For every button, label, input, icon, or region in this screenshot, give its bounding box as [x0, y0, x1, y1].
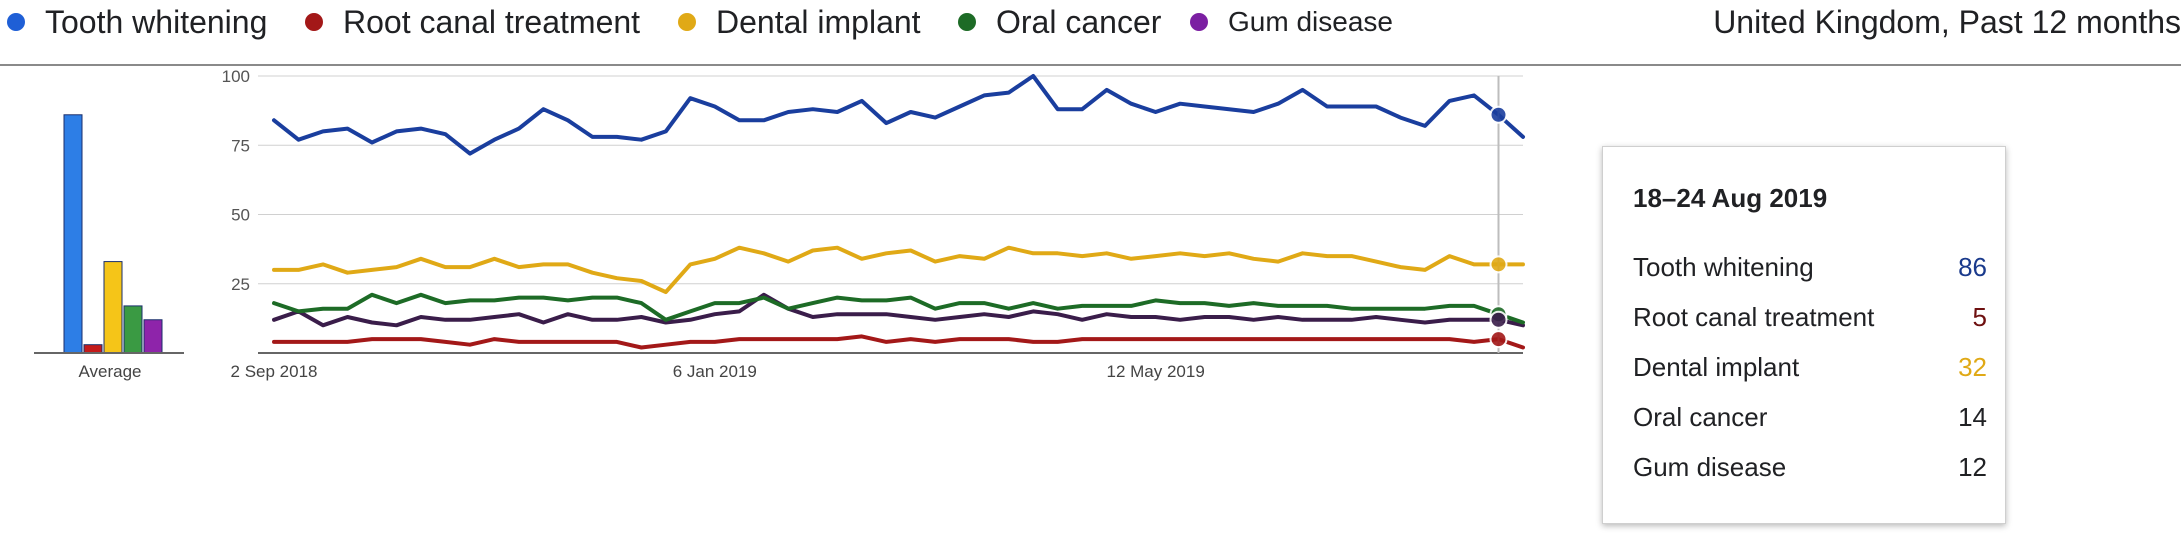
- series-line: [272, 292, 1525, 325]
- x-tick-label: 2 Sep 2018: [231, 362, 318, 381]
- legend-dot-icon: [958, 13, 976, 31]
- tooltip-row-root-canal-treatment: Root canal treatment 5: [1633, 297, 1987, 337]
- series-line: [272, 292, 1525, 328]
- y-tick-label: 25: [231, 275, 250, 294]
- legend-item-oral-cancer[interactable]: Oral cancer: [958, 0, 1161, 44]
- average-label: Average: [78, 362, 141, 381]
- highlight-point: [1489, 255, 1508, 274]
- y-tick-label: 75: [231, 136, 250, 155]
- legend-label: Gum disease: [1228, 6, 1393, 37]
- legend-label: Dental implant: [716, 3, 921, 40]
- tooltip-series-value: 86: [1958, 251, 1987, 282]
- legend-dot-icon: [1190, 13, 1208, 31]
- legend-dot-icon: [678, 13, 696, 31]
- legend-item-root-canal-treatment[interactable]: Root canal treatment: [305, 0, 640, 44]
- tooltip-series-value: 12: [1958, 451, 1987, 482]
- tooltip-row-oral-cancer: Oral cancer 14: [1633, 397, 1987, 437]
- legend-label: Root canal treatment: [343, 3, 641, 40]
- legend-item-gum-disease[interactable]: Gum disease: [1190, 0, 1393, 44]
- tooltip-series-value: 5: [1972, 301, 1987, 332]
- highlight-point: [1489, 310, 1508, 329]
- tooltip-series-value: 32: [1958, 351, 1987, 382]
- tooltip-series-name: Gum disease: [1633, 451, 1787, 482]
- interest-over-time-chart: 25 50 75 100 2 Sep 2018 6 Jan 2019 12 May 2019: [222, 67, 1525, 381]
- tooltip-series-name: Root canal treatment: [1633, 301, 1875, 332]
- tooltip-series-name: Dental implant: [1633, 351, 1800, 382]
- tooltip-date: 18–24 Aug 2019: [1633, 183, 1828, 213]
- legend-item-tooth-whitening[interactable]: Tooth whitening: [7, 0, 267, 44]
- y-tick-label: 50: [231, 206, 250, 225]
- average-bar-chart: Average: [34, 114, 184, 381]
- region-label[interactable]: United Kingdom, Past 12 months: [1713, 3, 2181, 40]
- legend-dot-icon: [7, 13, 25, 31]
- tooltip-series-name: Oral cancer: [1633, 401, 1768, 432]
- highlight-point: [1489, 105, 1508, 124]
- tooltip-row-tooth-whitening: Tooth whitening 86: [1633, 247, 1987, 287]
- legend-dot-icon: [305, 13, 323, 31]
- highlight-point: [1489, 330, 1508, 349]
- series-line: [272, 245, 1525, 295]
- legend-label: Tooth whitening: [45, 3, 268, 40]
- x-tick-label: 6 Jan 2019: [673, 362, 757, 381]
- legend-bar: Tooth whitening Root canal treatment Den…: [0, 0, 2181, 66]
- series-line: [272, 334, 1525, 350]
- legend-label: Oral cancer: [996, 3, 1162, 40]
- x-tick-label: 12 May 2019: [1106, 362, 1204, 381]
- tooltip-row-gum-disease: Gum disease 12: [1633, 447, 1987, 487]
- tooltip-series-value: 14: [1958, 401, 1987, 432]
- hover-tooltip: 18–24 Aug 2019 Tooth whitening 86 Root c…: [1602, 146, 2006, 524]
- series-line: [272, 74, 1525, 156]
- legend-item-dental-implant[interactable]: Dental implant: [678, 0, 921, 44]
- y-tick-label: 100: [222, 67, 250, 86]
- tooltip-row-dental-implant: Dental implant 32: [1633, 347, 1987, 387]
- tooltip-series-name: Tooth whitening: [1633, 251, 1814, 282]
